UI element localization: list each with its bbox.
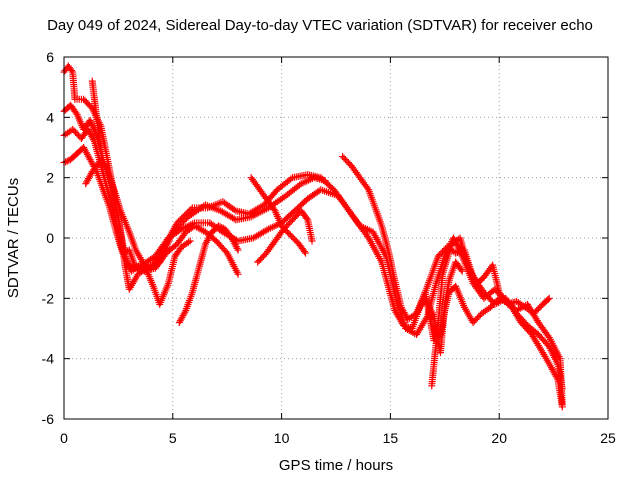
data-point [287, 175, 295, 183]
data-point [181, 308, 189, 316]
axis-ticks: 0 5 10 15 20 25 -6 -4 -2 0 2 4 6 [42, 49, 616, 446]
data-point [175, 217, 183, 225]
series-track-6 [175, 222, 242, 326]
x-tick-label: 0 [60, 430, 68, 446]
y-tick-label: -2 [42, 290, 55, 306]
data-point [234, 270, 242, 278]
data-point [119, 249, 127, 257]
data-point [295, 181, 303, 189]
data-point [234, 246, 242, 254]
y-tick-label: 2 [46, 170, 54, 186]
data-point [173, 219, 181, 227]
data-point [62, 158, 70, 166]
x-axis-label: GPS time / hours [279, 457, 393, 474]
x-tick-label: 25 [600, 430, 616, 446]
data-point [214, 222, 222, 230]
data-point [363, 184, 371, 192]
data-point [363, 232, 371, 240]
series-track-11 [428, 282, 566, 411]
y-tick-label: -4 [42, 351, 55, 367]
data-point [545, 294, 553, 302]
series-track-4 [60, 144, 242, 278]
data-point [263, 226, 271, 234]
x-tick-label: 5 [169, 430, 177, 446]
data-point [178, 214, 186, 222]
series-track-3 [60, 125, 566, 393]
chart-title: Day 049 of 2024, Sidereal Day-to-day VTE… [47, 17, 593, 34]
data-point [303, 214, 311, 222]
data-point [184, 208, 192, 216]
data-point [68, 67, 76, 75]
data-point [553, 374, 561, 382]
plot-frame [63, 56, 609, 420]
series-track-2 [60, 101, 566, 408]
data-point [218, 223, 226, 231]
y-axis-label: SDTVAR / TECUs [5, 178, 22, 298]
y-tick-label: 6 [46, 49, 54, 65]
data-point [300, 248, 308, 256]
data-point [97, 144, 105, 151]
data-point [302, 249, 310, 257]
series-track-7 [247, 174, 310, 257]
data-point [544, 332, 552, 340]
data-point [176, 216, 184, 224]
data-point [558, 403, 566, 411]
data-point [233, 244, 241, 252]
x-tick-label: 20 [491, 430, 507, 446]
data-point [457, 266, 465, 274]
series-track-12 [88, 77, 105, 151]
y-tick-label: -6 [42, 411, 55, 427]
data-point [181, 211, 189, 219]
x-tick-label: 10 [274, 430, 290, 446]
data-point [230, 206, 238, 214]
data-point [186, 237, 194, 245]
data-point [182, 210, 190, 218]
data-point [185, 207, 193, 215]
data-point [187, 205, 195, 213]
x-tick-label: 15 [383, 430, 399, 446]
series-track-5 [82, 156, 194, 308]
series-track-10 [413, 234, 553, 345]
series-track-8 [254, 207, 316, 266]
data-points [60, 62, 566, 411]
y-tick-label: 4 [46, 109, 54, 125]
data-point [308, 237, 316, 245]
data-point [179, 213, 187, 221]
data-point [103, 166, 111, 174]
data-point [90, 136, 98, 144]
data-point [63, 157, 71, 165]
grid-lines [64, 57, 608, 419]
data-point [458, 267, 466, 275]
data-point [544, 296, 552, 304]
data-point [216, 223, 224, 231]
y-tick-label: 0 [46, 230, 54, 246]
